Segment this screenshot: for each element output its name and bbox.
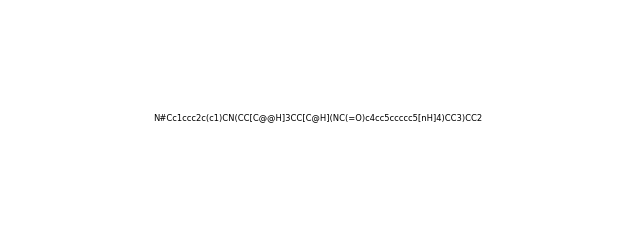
Text: N#Cc1ccc2c(c1)CN(CC[C@@H]3CC[C@H](NC(=O)c4cc5ccccc5[nH]4)CC3)CC2: N#Cc1ccc2c(c1)CN(CC[C@@H]3CC[C@H](NC(=O)… (153, 112, 482, 121)
